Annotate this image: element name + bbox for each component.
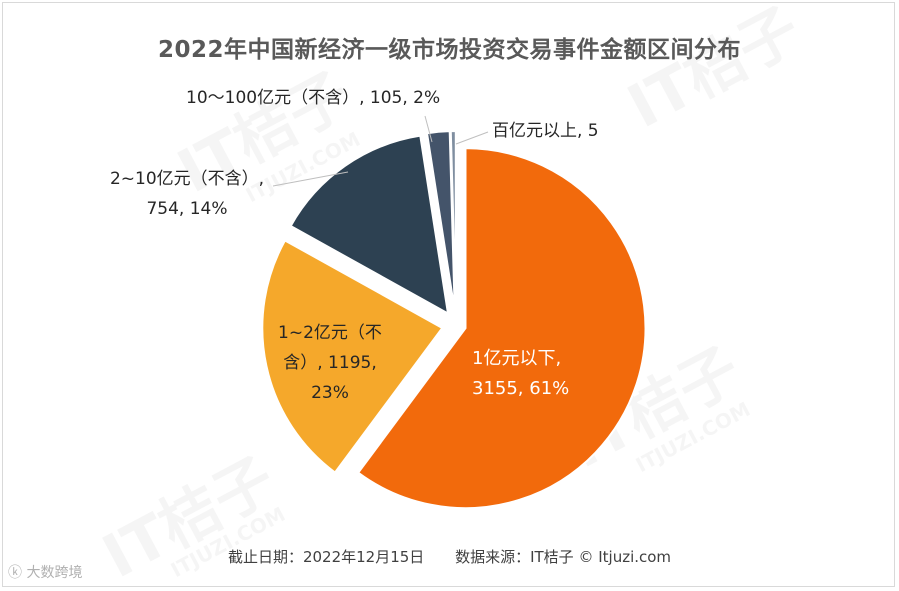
data-label-slice-2: 2~10亿元（不含）, 754, 14%	[98, 164, 276, 224]
data-label-line: 百亿元以上, 5	[492, 121, 599, 141]
pie-slice-2	[289, 134, 450, 316]
pie-slice-1	[261, 239, 444, 474]
data-label-slice-3: 10～100亿元（不含）, 105, 2%	[186, 83, 440, 113]
data-label-slice-1: 1~2亿元（不 含）, 1195, 23%	[266, 318, 394, 408]
pie-slice-0	[356, 147, 647, 510]
data-label-line: 23%	[311, 383, 349, 403]
corner-brand-icon: ⓚ	[8, 565, 22, 581]
footer-date: 截止日期：2022年12月15日	[227, 548, 425, 566]
pie-slice-3	[425, 130, 456, 312]
leader-line-slice-2	[272, 171, 349, 187]
data-label-line: 2~10亿元（不含）,	[109, 169, 265, 189]
chart-title: 2022年中国新经济一级市场投资交易事件金额区间分布	[157, 37, 741, 63]
footer-source: 数据来源：IT桔子 © Itjuzi.com	[455, 548, 672, 566]
corner-brand: ⓚ 大数跨境	[8, 562, 82, 582]
pie-slice-4	[449, 130, 457, 312]
leader-line-slice-3	[424, 115, 433, 143]
data-label-line: 3155, 61%	[472, 378, 570, 399]
pie-slices	[261, 130, 647, 510]
leader-lines	[272, 115, 489, 187]
chart-footer: 截止日期：2022年12月15日 数据来源：IT桔子 © Itjuzi.com	[0, 546, 899, 567]
data-label-line: 含）, 1195,	[283, 353, 377, 373]
data-label-slice-4: 百亿元以上, 5	[492, 116, 599, 146]
leader-line-slice-4	[455, 131, 489, 145]
data-label-line: 1~2亿元（不	[278, 323, 382, 343]
data-label-line: 10～100亿元（不含）, 105, 2%	[186, 88, 441, 108]
data-label-line: 754, 14%	[146, 199, 228, 219]
corner-brand-text: 大数跨境	[26, 565, 83, 581]
data-label-line: 1亿元以下,	[472, 348, 562, 369]
data-label-slice-0: 1亿元以下, 3155, 61%	[472, 344, 569, 404]
